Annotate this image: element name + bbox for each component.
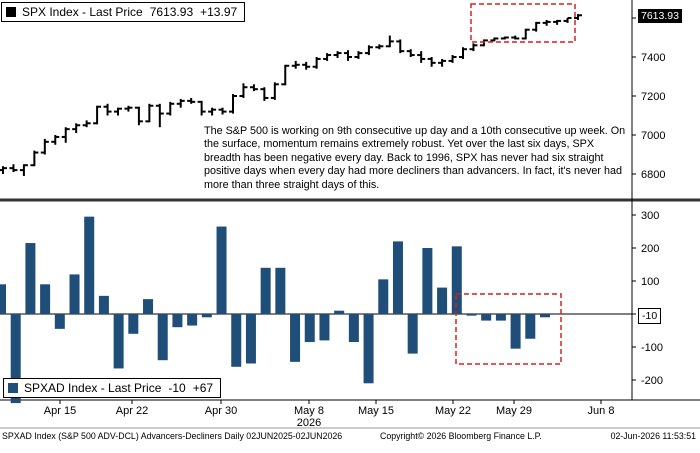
spx-y-tick-label: 7000 [641, 130, 665, 142]
spxad-bar [172, 314, 183, 328]
spxad-bar [84, 216, 95, 314]
spxad-y-tick-label: 300 [641, 210, 659, 222]
spxad-bar [510, 314, 521, 349]
x-tick-label: May 8 [294, 405, 324, 417]
spxad-legend: SPXAD Index - Last Price -10 +67 [3, 378, 222, 398]
spx-legend-change: +13.97 [200, 5, 238, 19]
spxad-highlight-box [455, 293, 562, 365]
spxad-legend-swatch [8, 383, 18, 393]
x-tick-label: Apr 22 [116, 405, 148, 417]
x-tick-label: Apr 15 [44, 405, 76, 417]
spx-y-tick-label: 7200 [641, 91, 665, 103]
spxad-bar [392, 241, 403, 314]
spxad-bar [540, 314, 550, 318]
spxad-bar [451, 246, 462, 314]
spxad-legend-change: +67 [192, 381, 214, 395]
spxad-y-tick-label: 100 [641, 276, 659, 288]
spxad-y-tick-label: 200 [641, 243, 659, 255]
spxad-bar [525, 314, 536, 339]
footer-copyright: Copyright© 2026 Bloomberg Finance L.P. [380, 431, 542, 441]
spxad-bar [348, 314, 359, 343]
x-year-label: 2026 [297, 417, 321, 429]
footer-description: SPXAD Index (S&P 500 ADV-DCL) Advancers-… [2, 431, 343, 441]
spxad-bar [407, 314, 418, 354]
spxad-bar [245, 314, 256, 364]
spxad-bar [334, 310, 345, 314]
spxad-bar [54, 314, 65, 329]
spx-legend-swatch [6, 7, 16, 17]
spxad-bar [98, 295, 109, 314]
spxad-bar [481, 314, 492, 321]
spx-y-tick-label: 7400 [641, 52, 665, 64]
spxad-last-price-tag: -10 [638, 308, 662, 324]
spxad-bar [437, 287, 448, 314]
spxad-bar [25, 243, 36, 314]
x-tick-label: May 29 [496, 405, 532, 417]
chart-annotation: The S&P 500 is working on 9th consecutiv… [204, 125, 626, 191]
spxad-bar [10, 314, 21, 404]
spxad-bar [201, 314, 212, 318]
spxad-bar [143, 299, 154, 314]
spxad-bar [40, 284, 51, 314]
spx-legend: SPX Index - Last Price 7613.93 +13.97 [1, 2, 246, 22]
spxad-bar [157, 314, 168, 361]
spxad-bar [319, 314, 330, 341]
spxad-bar [304, 314, 315, 343]
x-tick-label: Jun 8 [588, 405, 615, 417]
spxad-bar [422, 248, 433, 314]
x-tick-label: May 15 [358, 405, 394, 417]
spxad-bar [231, 314, 242, 367]
spx-last-price-tag: 7613.93 [638, 9, 682, 23]
spx-legend-last: 7613.93 [149, 5, 194, 19]
spxad-bar [113, 314, 124, 369]
spxad-bar [187, 314, 198, 326]
spxad-bar [275, 267, 286, 314]
spxad-legend-last: -10 [168, 381, 186, 395]
spxad-bar [69, 274, 80, 314]
x-tick-label: May 22 [435, 405, 471, 417]
spxad-bar [466, 314, 477, 316]
spx-legend-label: SPX Index - Last Price [22, 5, 143, 19]
spxad-bar [128, 314, 139, 334]
spxad-bar [363, 314, 374, 384]
footer-timestamp: 02-Jun-2026 11:53:51 [610, 431, 696, 441]
spxad-bar [260, 267, 271, 314]
spxad-bar [495, 314, 506, 321]
spxad-bar [290, 314, 301, 362]
spxad-bar [378, 279, 389, 314]
spx-y-tick-label: 6800 [641, 169, 665, 181]
x-tick-label: Apr 30 [205, 405, 237, 417]
spxad-legend-label: SPXAD Index - Last Price [24, 381, 162, 395]
spxad-bar [216, 226, 227, 314]
spxad-bar [0, 284, 6, 314]
spxad-y-tick-label: -200 [641, 375, 663, 387]
spx-highlight-box [470, 3, 576, 43]
spxad-y-tick-label: -100 [641, 342, 663, 354]
